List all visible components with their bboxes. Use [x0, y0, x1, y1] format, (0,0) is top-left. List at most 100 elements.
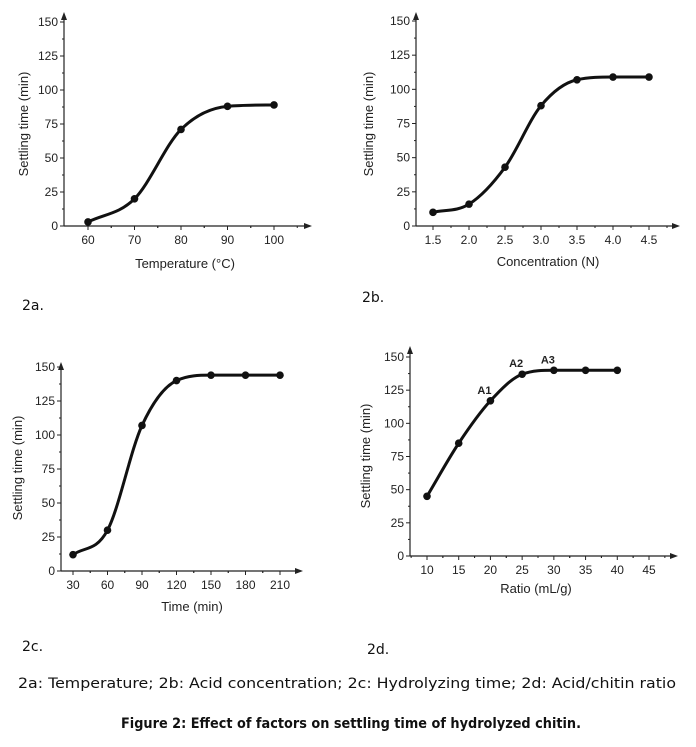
y-tick-label: 50 [42, 496, 56, 510]
data-point [84, 218, 92, 226]
data-point [550, 366, 558, 375]
y-tick-label: 150 [390, 14, 410, 28]
data-point [69, 550, 77, 559]
y-axis-arrow [413, 12, 419, 20]
series-line [72, 373, 280, 556]
chart-panel-c: 0 25 50 75 100 125 150 30 60 90 120 150 180 210 Time (… [10, 360, 303, 655]
y-tick-label: 0 [403, 219, 410, 233]
x-axis-arrow [295, 568, 303, 574]
y-tick-label: 50 [45, 151, 59, 165]
x-tick-label: 100 [264, 233, 284, 247]
chart-panel-d: 0 25 50 75 100 125 150 10 15 20 25 30 35 40 45 Ratio (m… [358, 346, 678, 658]
y-tick-label: 0 [397, 549, 404, 563]
x-axis-label: Time (min) [161, 599, 223, 614]
y-axis-arrow [58, 362, 64, 370]
y-tick-label: 100 [384, 416, 404, 430]
y-tick-label: 25 [391, 516, 405, 530]
chart-panel-a: 0 25 50 75 100 125 150 60 70 80 90 100 Temperature (… [16, 12, 312, 314]
data-point [573, 75, 581, 84]
x-tick-label: 30 [547, 563, 561, 577]
data-point [103, 526, 112, 534]
y-axis-arrow [61, 12, 67, 20]
x-axis-arrow [304, 223, 312, 229]
x-tick-label: 150 [201, 578, 221, 592]
y-axis-label: Settling time (min) [361, 72, 376, 177]
y-tick-label: 50 [397, 151, 411, 165]
x-tick-label: 2.0 [461, 233, 478, 247]
x-tick-label: 35 [579, 563, 593, 577]
y-tick-label: 50 [391, 483, 405, 497]
point-annotation: A1 [477, 385, 491, 397]
data-point [172, 376, 181, 385]
y-tick-label: 100 [390, 82, 410, 96]
x-tick-label: 1.5 [425, 233, 442, 247]
data-point [138, 421, 146, 430]
data-point [454, 439, 463, 448]
data-point [465, 200, 473, 208]
x-tick-label: 90 [221, 233, 235, 247]
data-point [501, 163, 509, 172]
x-tick-label: 10 [420, 563, 434, 577]
x-axis-arrow [672, 223, 680, 229]
y-tick-label: 25 [397, 185, 411, 199]
data-point [270, 101, 278, 109]
data-point [423, 492, 431, 501]
data-point [177, 125, 185, 134]
x-tick-label: 3.5 [569, 233, 586, 247]
y-tick-label: 125 [390, 48, 410, 62]
series-line [87, 103, 275, 224]
x-tick-label: 180 [235, 578, 255, 592]
data-point [613, 366, 622, 375]
x-tick-label: 210 [270, 578, 290, 592]
data-point [223, 102, 232, 111]
x-tick-label: 80 [174, 233, 188, 247]
x-tick-label: 30 [66, 578, 80, 592]
series-line [425, 368, 618, 498]
x-tick-label: 4.0 [605, 233, 622, 247]
y-tick-label: 150 [35, 360, 55, 374]
x-tick-label: 2.5 [497, 233, 514, 247]
x-tick-label: 15 [452, 563, 466, 577]
y-tick-label: 125 [35, 394, 55, 408]
chart-panel-b: 0 25 50 75 100 125 150 1.5 2.0 2.5 3.0 3.5 4.0 4.5 Con… [361, 12, 680, 306]
y-axis-label: Settling time (min) [358, 404, 373, 509]
y-tick-label: 125 [38, 49, 58, 63]
data-point [609, 73, 617, 81]
panel-label: 2b. [362, 290, 384, 306]
x-axis-label: Temperature (°C) [135, 256, 235, 271]
y-tick-label: 150 [384, 350, 404, 364]
y-tick-label: 125 [384, 383, 404, 397]
y-tick-label: 100 [35, 428, 55, 442]
x-axis-arrow [670, 553, 678, 559]
data-point [130, 195, 139, 203]
x-tick-label: 3.0 [533, 233, 550, 247]
x-tick-label: 120 [166, 578, 186, 592]
data-point [276, 371, 284, 379]
y-tick-label: 0 [48, 564, 55, 578]
x-tick-label: 60 [101, 578, 115, 592]
y-tick-label: 150 [38, 15, 58, 29]
x-tick-label: 60 [81, 233, 95, 247]
y-tick-label: 0 [51, 219, 58, 233]
panel-label: 2a. [22, 298, 44, 314]
data-point [581, 366, 590, 375]
y-tick-label: 75 [391, 450, 405, 464]
x-tick-label: 90 [135, 578, 149, 592]
y-tick-label: 75 [397, 117, 411, 131]
y-tick-label: 100 [38, 83, 58, 97]
point-annotation: A2 [509, 358, 523, 370]
data-point [537, 101, 545, 110]
point-annotation: A3 [541, 354, 555, 366]
series-line [432, 75, 649, 214]
y-axis-arrow [407, 346, 413, 354]
panel-label: 2c. [22, 639, 43, 655]
data-point [486, 396, 495, 405]
y-tick-label: 25 [42, 530, 56, 544]
data-point [645, 73, 653, 81]
figure-title: Figure 2: Effect of factors on settling … [121, 716, 581, 732]
x-axis-label: Concentration (N) [497, 254, 600, 269]
y-tick-label: 75 [45, 117, 59, 131]
x-tick-label: 45 [642, 563, 656, 577]
x-tick-label: 25 [515, 563, 529, 577]
